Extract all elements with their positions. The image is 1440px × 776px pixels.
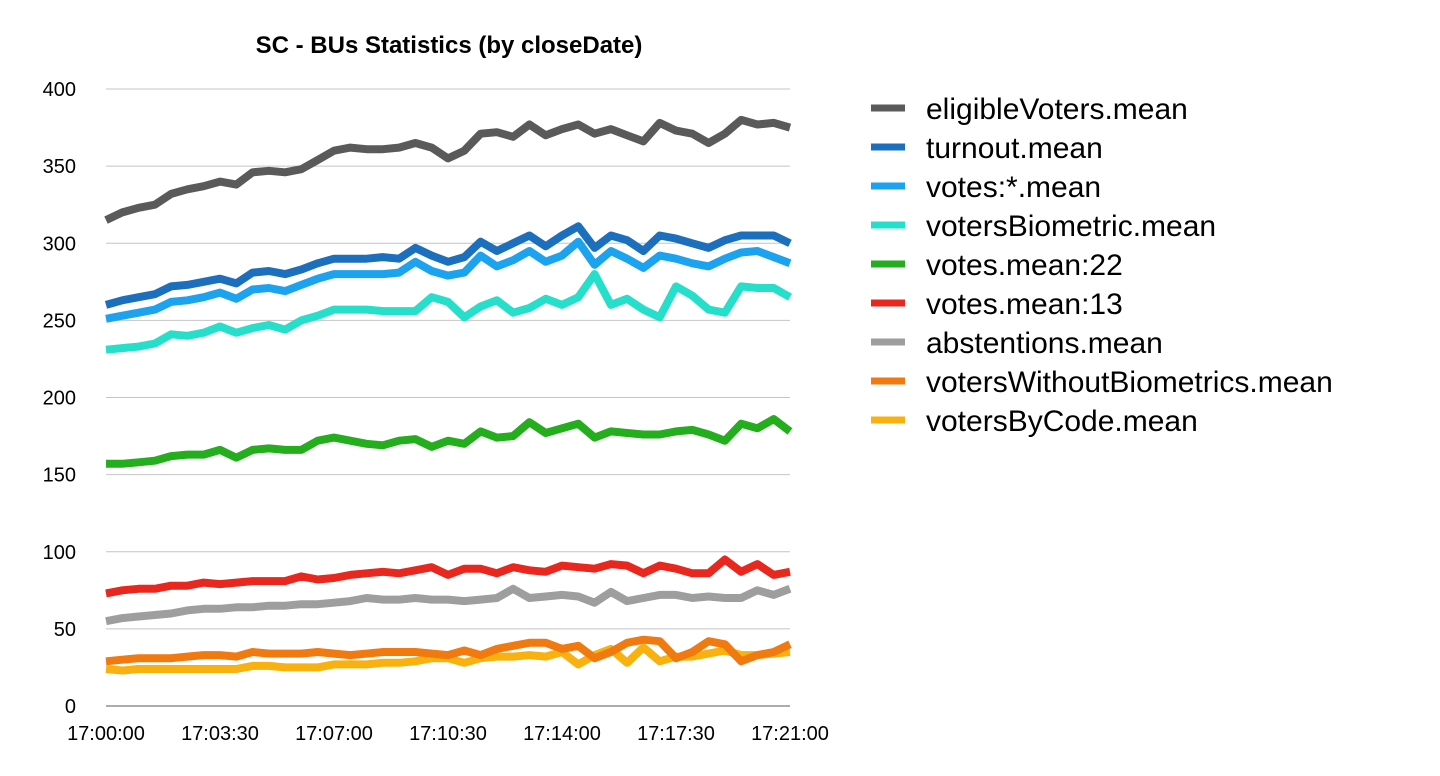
- y-tick-label: 400: [43, 79, 76, 101]
- x-tick-label: 17:14:00: [523, 723, 601, 745]
- legend-label: votes:*.mean: [926, 171, 1101, 204]
- y-tick-label: 100: [43, 542, 76, 564]
- series-line-votes-mean-22: [106, 415, 793, 468]
- grid-lines: [106, 88, 790, 707]
- legend-label: votes.mean:22: [926, 249, 1123, 282]
- x-tick-label: 17:10:30: [409, 723, 487, 745]
- x-tick-label: 17:00:00: [67, 723, 145, 745]
- x-tick-label: 17:03:30: [181, 723, 259, 745]
- series-line-votes-mean: [105, 237, 792, 323]
- legend-label: abstentions.mean: [926, 327, 1163, 360]
- legend-label: votersBiometric.mean: [926, 210, 1216, 243]
- y-tick-label: 300: [43, 233, 76, 255]
- series-lines: [104, 115, 793, 675]
- y-tick-label: 50: [54, 619, 76, 641]
- series-line-voterswithoutbiometrics-mean: [105, 635, 792, 666]
- y-tick-label: 150: [43, 465, 76, 487]
- series-line-votes-mean-13: [105, 555, 791, 598]
- x-axis-ticks: 17:00:00 17:03:30 17:07:00 17:10:30 17:14:00…: [67, 723, 829, 745]
- x-tick-label: 17:21:00: [751, 723, 829, 745]
- legend-label: eligibleVoters.mean: [926, 93, 1188, 126]
- legend-label: votersByCode.mean: [926, 405, 1198, 438]
- x-tick-label: 17:07:00: [295, 723, 373, 745]
- x-tick-label: 17:17:30: [637, 723, 715, 745]
- y-tick-label: 350: [43, 156, 76, 178]
- y-tick-label: 0: [65, 696, 76, 718]
- y-tick-label: 250: [43, 310, 76, 332]
- chart-title: SC - BUs Statistics (by closeDate): [256, 32, 643, 59]
- series-line-turnout-mean: [104, 222, 792, 309]
- series-line-votersbiometric-mean: [105, 270, 792, 354]
- legend: eligibleVoters.mean turnout.mean votes:*.m…: [871, 93, 1333, 438]
- series-line-eligiblevoters-mean: [104, 115, 792, 224]
- legend-label: turnout.mean: [926, 132, 1103, 165]
- y-tick-label: 200: [43, 388, 76, 410]
- legend-label: votes.mean:13: [926, 288, 1123, 321]
- y-axis-ticks: 0 50 100 150 200 250 300 350 400: [43, 79, 76, 718]
- series-line-abstentions-mean: [105, 584, 792, 626]
- legend-label: votersWithoutBiometrics.mean: [926, 366, 1333, 399]
